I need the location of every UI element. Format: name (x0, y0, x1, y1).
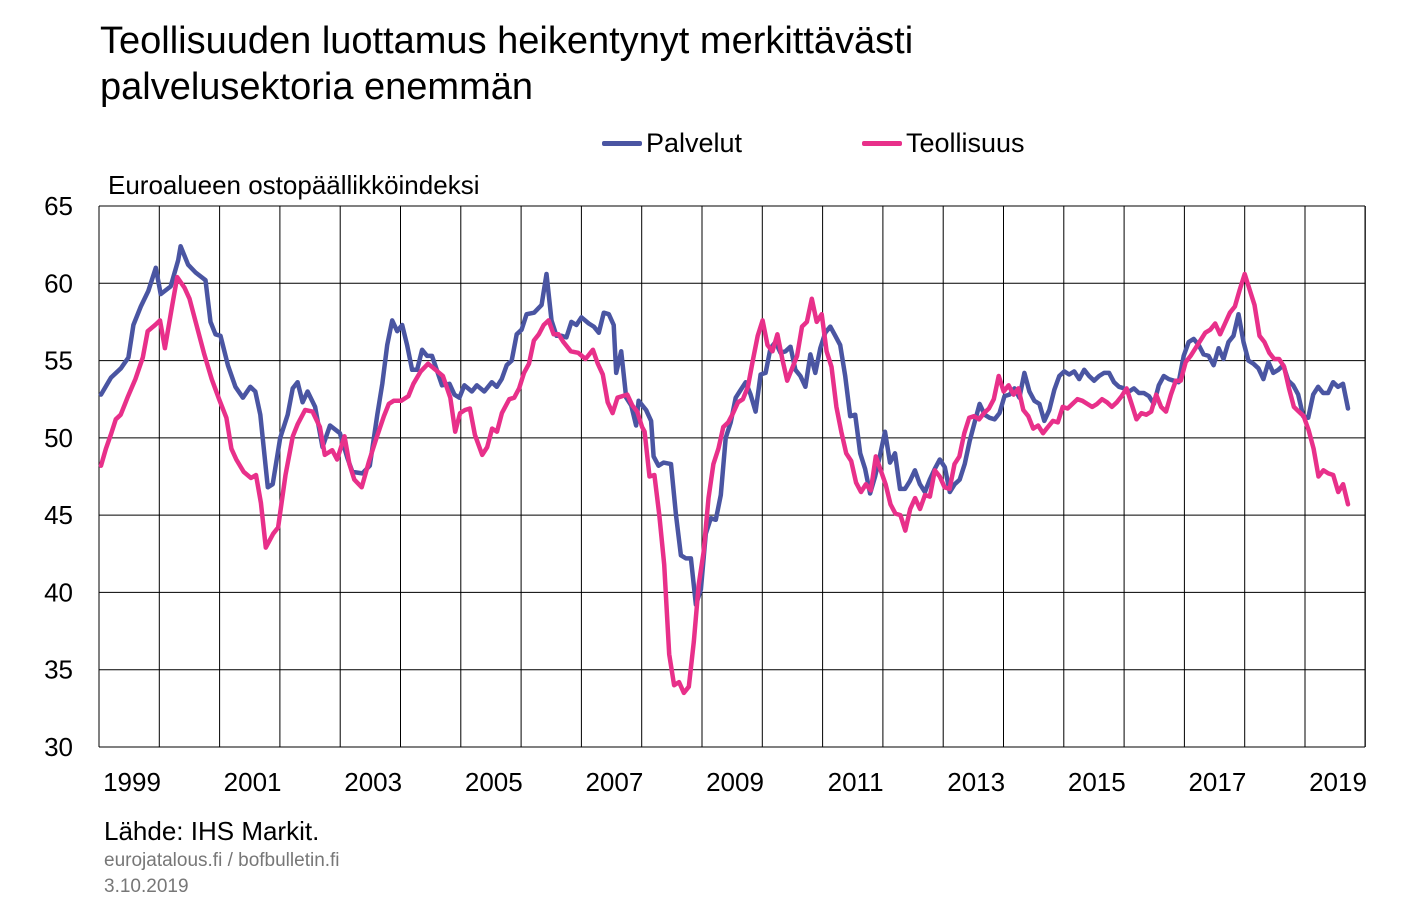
x-tick-label: 2013 (947, 767, 1005, 797)
y-tick-label: 30 (44, 732, 73, 762)
x-tick-label: 2015 (1068, 767, 1126, 797)
site-credit: eurojatalous.fi / bofbulletin.fi (104, 850, 340, 871)
chart-title: Teollisuuden luottamus heikentynyt merki… (100, 18, 913, 110)
legend-label-palvelut: Palvelut (646, 128, 743, 158)
title-line-1: Teollisuuden luottamus heikentynyt merki… (100, 20, 914, 62)
x-tick-label: 2003 (344, 767, 402, 797)
publication-date: 3.10.2019 (104, 876, 189, 897)
y-tick-label: 45 (44, 500, 73, 530)
y-tick-label: 65 (44, 191, 73, 221)
x-tick-label: 2007 (585, 767, 643, 797)
x-tick-label: 2001 (224, 767, 282, 797)
x-tick-label: 2017 (1188, 767, 1246, 797)
x-tick-label: 2009 (706, 767, 764, 797)
y-tick-label: 60 (44, 268, 73, 298)
legend: Palvelut Teollisuus (0, 128, 1407, 162)
title-line-2: palvelusektoria enemmän (100, 66, 534, 108)
x-tick-label: 2011 (828, 767, 884, 797)
legend-swatch-palvelut (602, 141, 642, 146)
series-line-teollisuus (98, 271, 1351, 696)
y-tick-label: 50 (44, 423, 73, 453)
legend-item-teollisuus: Teollisuus (862, 128, 1025, 159)
source-note: Lähde: IHS Markit. (104, 816, 320, 846)
y-tick-label: 40 (44, 577, 73, 607)
legend-swatch-teollisuus (862, 141, 902, 146)
y-tick-label: 55 (44, 346, 73, 376)
legend-label-teollisuus: Teollisuus (906, 128, 1025, 158)
chart-subtitle: Euroalueen ostopäällikköindeksi (108, 170, 480, 200)
y-tick-label: 35 (44, 655, 73, 685)
x-tick-label: 1999 (103, 767, 161, 797)
x-tick-label: 2005 (465, 767, 523, 797)
legend-item-palvelut: Palvelut (602, 128, 742, 159)
x-tick-label: 2019 (1309, 767, 1367, 797)
